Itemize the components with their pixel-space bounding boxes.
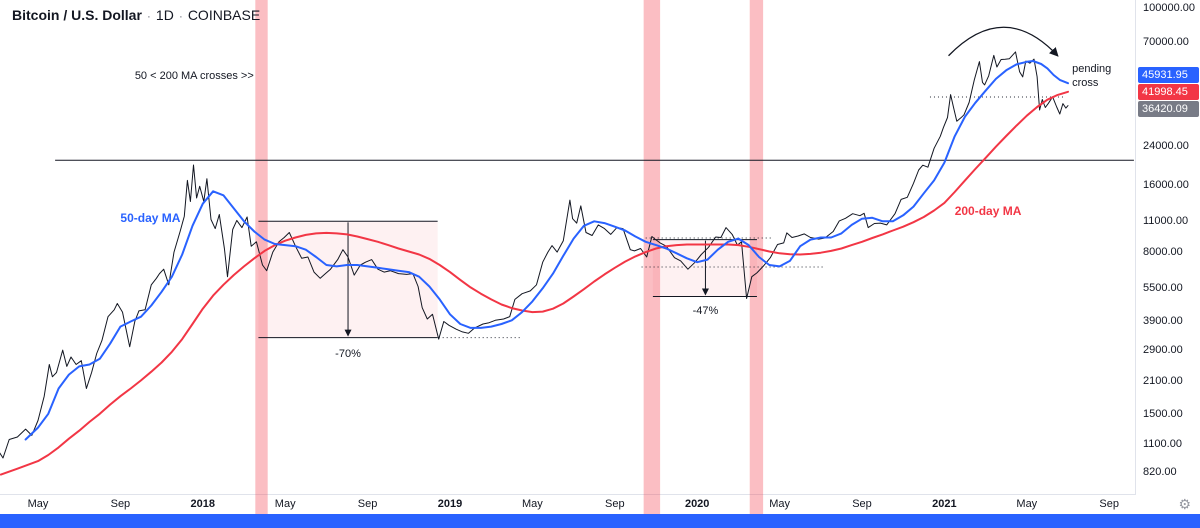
- price-tick-label: 70000.00: [1143, 36, 1189, 49]
- axis-corner: ⚙: [1135, 495, 1200, 514]
- symbol-name[interactable]: Bitcoin / U.S. Dollar: [12, 7, 142, 23]
- interval-label[interactable]: 1D: [155, 7, 174, 23]
- chart-canvas[interactable]: -70% -47% 50 < 200 MA crosses >> 50-day MA 2…: [0, 0, 1135, 514]
- price-tick-label: 1500.00: [1143, 407, 1183, 420]
- last-price-badge: 36420.09: [1138, 100, 1199, 117]
- ma-crosses-note[interactable]: 50 < 200 MA crosses >>: [134, 70, 254, 83]
- ma200-label[interactable]: 200-day MA: [954, 204, 1022, 219]
- drawdown-arrowhead: [701, 288, 709, 296]
- time-tick-year: 2021: [932, 498, 957, 510]
- ma50-value-badge: 45931.95: [1138, 66, 1199, 83]
- ma50-label[interactable]: 50-day MA: [120, 210, 181, 225]
- price-tick-label: 8000.00: [1143, 246, 1183, 259]
- time-tick-month: Sep: [1099, 498, 1119, 510]
- price-axis[interactable]: 100000.00 70000.00 24000.00 16000.00 11000.0…: [1135, 0, 1200, 514]
- bottom-accent-bar: [0, 514, 1200, 528]
- ma200-value-badge: 41998.45: [1138, 83, 1199, 100]
- annotation-layer: -70% -47% 50 < 200 MA crosses >> 50-day MA 2…: [120, 62, 1112, 361]
- time-tick-month: Sep: [110, 498, 131, 510]
- time-tick-month: May: [1016, 498, 1038, 510]
- ma50-line[interactable]: [24, 60, 1069, 441]
- top-curve-arrow[interactable]: [948, 26, 1059, 57]
- settings-gear-icon[interactable]: ⚙: [1178, 496, 1191, 512]
- price-tick-label: 5500.00: [1143, 282, 1183, 295]
- ma-cross-band[interactable]: [255, 0, 268, 514]
- price-tick-label: 11000.00: [1143, 215, 1189, 228]
- price-tick-label: 24000.00: [1143, 139, 1189, 152]
- time-tick-month: Sep: [357, 498, 378, 510]
- price-line[interactable]: [0, 51, 1069, 459]
- symbol-title-bar: Bitcoin / U.S. Dollar · 1D · COINBASE: [12, 7, 260, 23]
- price-tick-label: 16000.00: [1143, 179, 1189, 192]
- exchange-label: COINBASE: [187, 7, 261, 23]
- title-separator: ·: [146, 9, 151, 23]
- time-tick-month: May: [27, 498, 49, 510]
- time-axis[interactable]: May Sep 2018 May Sep 2019 May Sep 2020 May Sep 2021…: [0, 497, 1135, 514]
- price-tick-label: 820.00: [1143, 466, 1177, 479]
- price-tick-label: 3900.00: [1143, 315, 1183, 328]
- time-tick-month: May: [522, 498, 543, 510]
- price-tick-label: 2100.00: [1143, 375, 1183, 388]
- title-separator: ·: [178, 9, 183, 23]
- drawdown-arrowhead: [344, 329, 352, 337]
- price-chart[interactable]: [0, 0, 1135, 514]
- time-tick-year: 2018: [190, 498, 216, 510]
- time-tick-year: 2020: [684, 498, 710, 510]
- time-tick-month: May: [274, 498, 296, 510]
- drawdown-label[interactable]: -70%: [335, 348, 361, 361]
- ma-cross-band[interactable]: [643, 0, 661, 514]
- price-tick-label: 1100.00: [1143, 437, 1182, 450]
- pending-cross-label[interactable]: pending cross: [1072, 62, 1112, 89]
- time-tick-month: May: [769, 498, 790, 510]
- ma-cross-band[interactable]: [749, 0, 764, 514]
- time-tick-month: Sep: [852, 498, 872, 510]
- price-tick-label: 100000.00: [1143, 2, 1195, 14]
- time-tick-month: Sep: [605, 498, 625, 510]
- ma200-line[interactable]: [0, 90, 1069, 476]
- drawdown-box[interactable]: [652, 239, 757, 297]
- price-tick-label: 2900.00: [1143, 344, 1183, 357]
- drawdown-label[interactable]: -47%: [692, 305, 719, 318]
- time-tick-year: 2019: [437, 498, 463, 510]
